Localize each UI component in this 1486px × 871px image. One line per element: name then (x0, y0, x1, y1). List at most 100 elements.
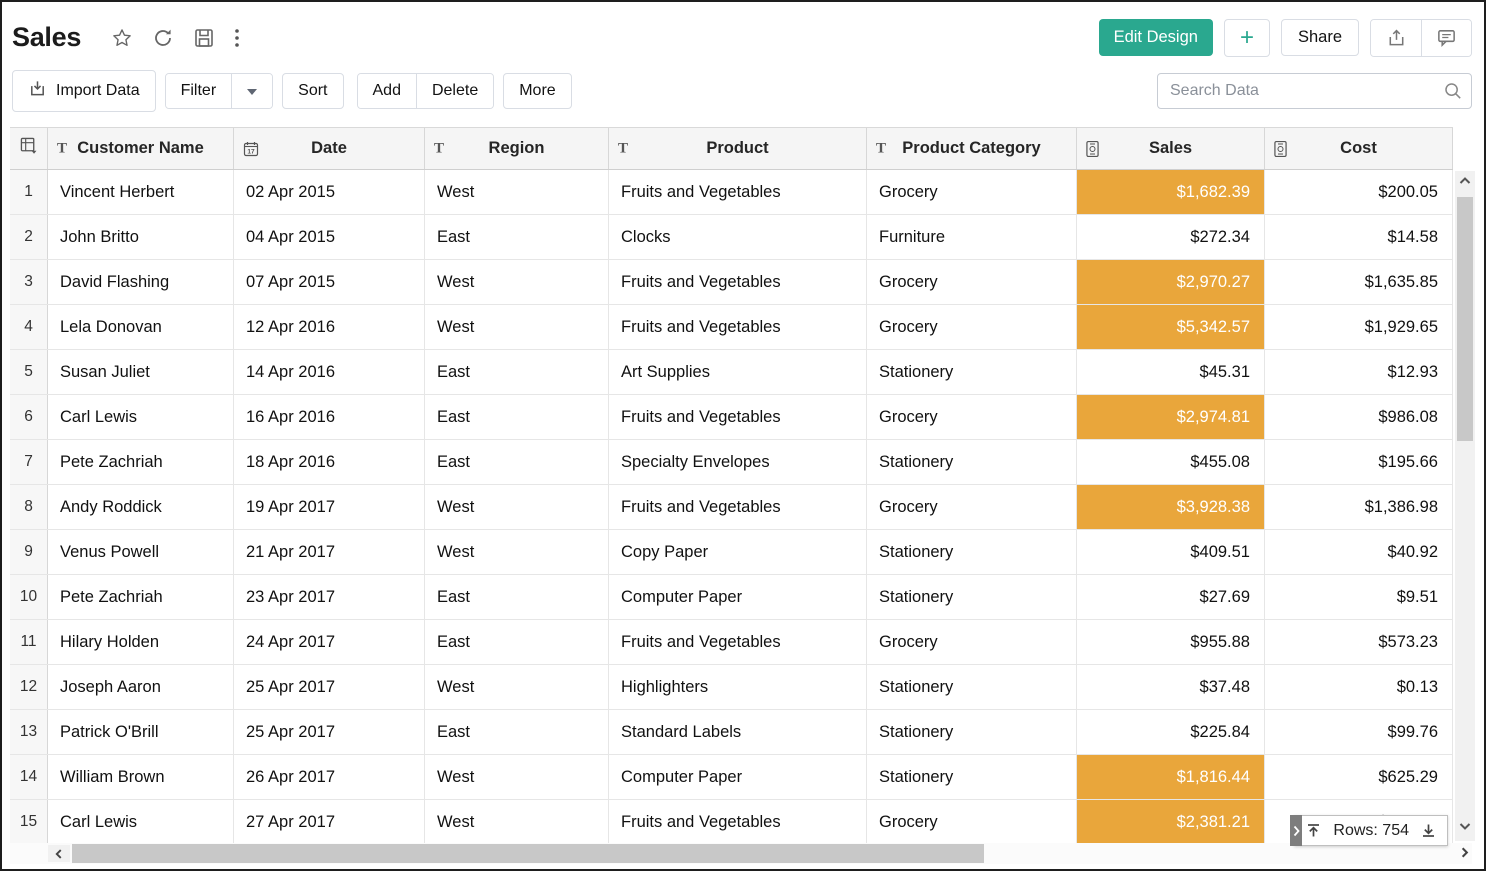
cell-date[interactable]: 07 Apr 2015 (234, 260, 425, 304)
cell-region[interactable]: West (425, 260, 609, 304)
cell-date[interactable]: 18 Apr 2016 (234, 440, 425, 484)
cell-date[interactable]: 27 Apr 2017 (234, 800, 425, 844)
cell-product[interactable]: Standard Labels (609, 710, 867, 754)
cell-cost[interactable]: $40.92 (1265, 530, 1453, 574)
cell-sales[interactable]: $225.84 (1077, 710, 1265, 754)
kebab-menu-icon[interactable] (234, 27, 240, 49)
edit-design-button[interactable]: Edit Design (1099, 19, 1213, 56)
cell-product-category[interactable]: Grocery (867, 485, 1077, 529)
cell-region[interactable]: West (425, 305, 609, 349)
cell-customer-name[interactable]: Lela Donovan (48, 305, 234, 349)
cell-customer-name[interactable]: Pete Zachriah (48, 440, 234, 484)
cell-date[interactable]: 16 Apr 2016 (234, 395, 425, 439)
refresh-icon[interactable] (152, 27, 174, 49)
cell-cost[interactable]: $1,929.65 (1265, 305, 1453, 349)
rows-badge-collapse-handle[interactable] (1290, 815, 1302, 846)
column-header-product-category[interactable]: T Product Category (866, 128, 1077, 169)
more-button[interactable]: More (503, 73, 571, 109)
cell-product[interactable]: Computer Paper (609, 575, 867, 619)
cell-product-category[interactable]: Stationery (867, 350, 1077, 394)
cell-product-category[interactable]: Grocery (867, 800, 1077, 844)
cell-cost[interactable]: $573.23 (1265, 620, 1453, 664)
cell-sales[interactable]: $2,381.21 (1077, 800, 1265, 844)
cell-product-category[interactable]: Furniture (867, 215, 1077, 259)
row-number[interactable]: 15 (10, 800, 48, 844)
row-number[interactable]: 13 (10, 710, 48, 754)
cell-customer-name[interactable]: Joseph Aaron (48, 665, 234, 709)
delete-button[interactable]: Delete (416, 74, 493, 108)
column-header-customer-name[interactable]: T Customer Name (47, 128, 234, 169)
cell-date[interactable]: 12 Apr 2016 (234, 305, 425, 349)
cell-product[interactable]: Fruits and Vegetables (609, 800, 867, 844)
cell-sales[interactable]: $37.48 (1077, 665, 1265, 709)
column-header-region[interactable]: T Region (424, 128, 609, 169)
cell-product[interactable]: Fruits and Vegetables (609, 395, 867, 439)
cell-cost[interactable]: $986.08 (1265, 395, 1453, 439)
scroll-up-icon[interactable] (1457, 173, 1473, 194)
row-number[interactable]: 10 (10, 575, 48, 619)
row-number[interactable]: 14 (10, 755, 48, 799)
row-number[interactable]: 2 (10, 215, 48, 259)
row-number[interactable]: 6 (10, 395, 48, 439)
cell-customer-name[interactable]: Venus Powell (48, 530, 234, 574)
cell-product[interactable]: Fruits and Vegetables (609, 485, 867, 529)
share-button[interactable]: Share (1281, 19, 1359, 56)
cell-product-category[interactable]: Stationery (867, 665, 1077, 709)
cell-product-category[interactable]: Grocery (867, 170, 1077, 214)
cell-sales[interactable]: $955.88 (1077, 620, 1265, 664)
cell-customer-name[interactable]: David Flashing (48, 260, 234, 304)
cell-sales[interactable]: $45.31 (1077, 350, 1265, 394)
cell-product-category[interactable]: Stationery (867, 440, 1077, 484)
scroll-left-icon[interactable] (48, 845, 70, 862)
cell-customer-name[interactable]: Patrick O'Brill (48, 710, 234, 754)
cell-date[interactable]: 02 Apr 2015 (234, 170, 425, 214)
cell-cost[interactable]: $12.93 (1265, 350, 1453, 394)
cell-product[interactable]: Specialty Envelopes (609, 440, 867, 484)
filter-button[interactable]: Filter (166, 74, 232, 108)
cell-date[interactable]: 21 Apr 2017 (234, 530, 425, 574)
cell-product-category[interactable]: Stationery (867, 755, 1077, 799)
import-data-button[interactable]: Import Data (12, 70, 156, 112)
cell-product-category[interactable]: Grocery (867, 305, 1077, 349)
add-new-button[interactable]: + (1224, 19, 1270, 57)
cell-customer-name[interactable]: Carl Lewis (48, 395, 234, 439)
cell-customer-name[interactable]: Carl Lewis (48, 800, 234, 844)
cell-product[interactable]: Fruits and Vegetables (609, 305, 867, 349)
cell-cost[interactable]: $200.05 (1265, 170, 1453, 214)
cell-customer-name[interactable]: John Britto (48, 215, 234, 259)
row-number[interactable]: 9 (10, 530, 48, 574)
vertical-scrollbar[interactable] (1455, 171, 1475, 841)
search-input[interactable] (1157, 73, 1472, 109)
comment-icon[interactable] (1421, 20, 1471, 56)
column-header-cost[interactable]: Cost (1264, 128, 1453, 169)
vertical-scroll-thumb[interactable] (1457, 197, 1473, 441)
go-to-top-icon[interactable] (1305, 822, 1322, 839)
cell-date[interactable]: 04 Apr 2015 (234, 215, 425, 259)
cell-product[interactable]: Highlighters (609, 665, 867, 709)
cell-cost[interactable]: $1,386.98 (1265, 485, 1453, 529)
cell-cost[interactable]: $0.13 (1265, 665, 1453, 709)
column-header-sales[interactable]: Sales (1076, 128, 1265, 169)
row-number[interactable]: 11 (10, 620, 48, 664)
cell-sales[interactable]: $1,682.39 (1077, 170, 1265, 214)
cell-product[interactable]: Clocks (609, 215, 867, 259)
cell-region[interactable]: East (425, 440, 609, 484)
cell-product[interactable]: Fruits and Vegetables (609, 620, 867, 664)
row-number[interactable]: 8 (10, 485, 48, 529)
scroll-right-icon[interactable] (1457, 845, 1472, 860)
cell-date[interactable]: 19 Apr 2017 (234, 485, 425, 529)
cell-product-category[interactable]: Stationery (867, 575, 1077, 619)
cell-region[interactable]: West (425, 170, 609, 214)
horizontal-scrollbar[interactable] (10, 843, 1472, 864)
cell-region[interactable]: West (425, 800, 609, 844)
cell-product[interactable]: Computer Paper (609, 755, 867, 799)
cell-region[interactable]: West (425, 665, 609, 709)
cell-product-category[interactable]: Grocery (867, 395, 1077, 439)
cell-sales[interactable]: $27.69 (1077, 575, 1265, 619)
cell-product-category[interactable]: Grocery (867, 620, 1077, 664)
cell-date[interactable]: 23 Apr 2017 (234, 575, 425, 619)
cell-region[interactable]: East (425, 575, 609, 619)
cell-product-category[interactable]: Stationery (867, 710, 1077, 754)
cell-sales[interactable]: $455.08 (1077, 440, 1265, 484)
row-number[interactable]: 1 (10, 170, 48, 214)
